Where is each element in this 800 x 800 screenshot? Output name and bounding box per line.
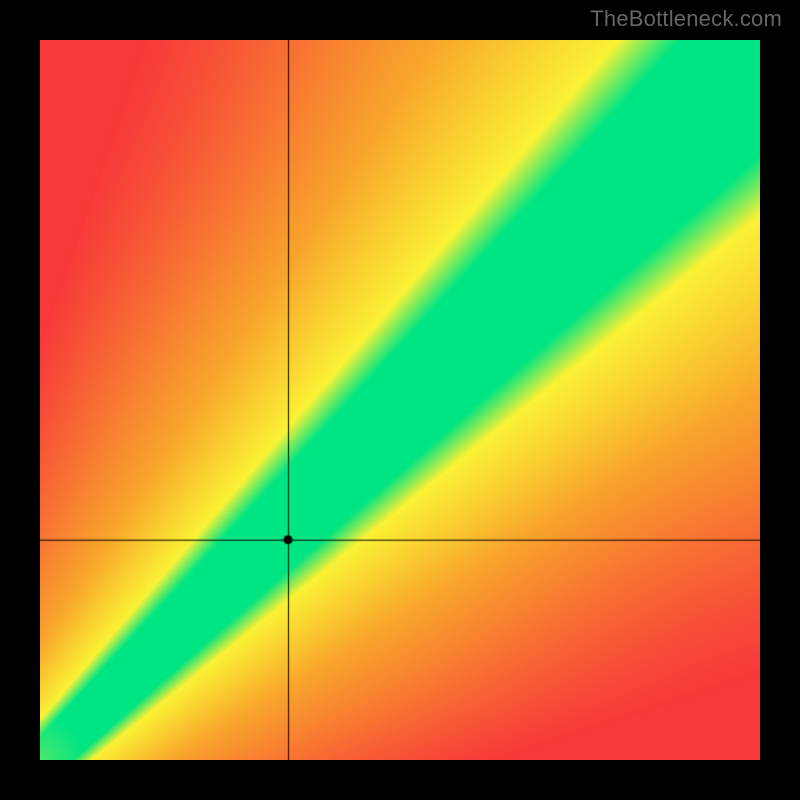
heatmap-canvas [40, 40, 760, 760]
chart-container: TheBottleneck.com [0, 0, 800, 800]
heatmap-plot [40, 40, 760, 760]
watermark-text: TheBottleneck.com [590, 6, 782, 32]
